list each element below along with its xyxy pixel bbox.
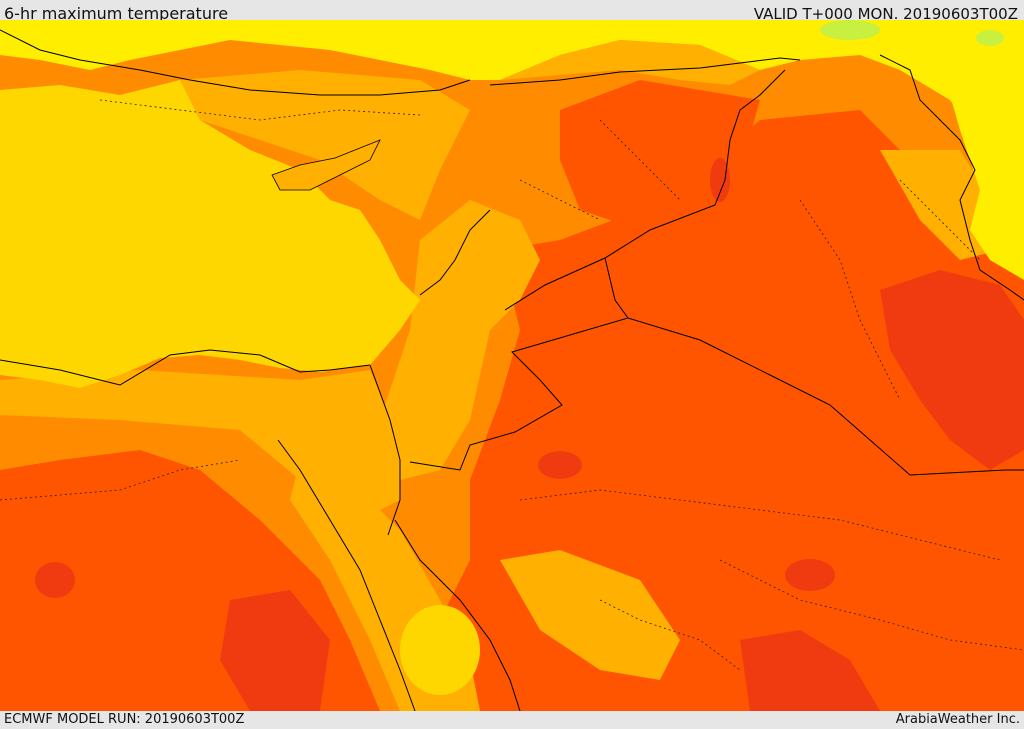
amber-belt-egypt [0, 370, 400, 520]
map-title: 6-hr maximum temperature [4, 4, 229, 23]
red-spot-2 [785, 559, 835, 591]
amber-spot-sinai [400, 605, 480, 695]
iran-yellow [940, 60, 1024, 280]
amber-iraq-north [880, 150, 1000, 260]
temperature-map[interactable] [0, 20, 1024, 711]
red-patch-africa [220, 590, 330, 711]
red-spot-3 [710, 158, 730, 202]
cyprus-island [271, 139, 381, 191]
model-run: ECMWF MODEL RUN: 20190603T00Z [4, 712, 245, 727]
mediterranean-sea [0, 80, 420, 388]
credit-text: ArabiaWeather Inc. [895, 712, 1020, 727]
map-canvas [0, 20, 1024, 711]
green-patch-2 [976, 30, 1004, 46]
red-spot-1 [538, 451, 582, 479]
north-amber-strip [500, 40, 760, 85]
syria-heat [560, 80, 760, 230]
map-footer: ECMWF MODEL RUN: 20190603T00Z ArabiaWeat… [0, 711, 1024, 729]
province-lines [0, 99, 1024, 671]
north-yellow-band [0, 20, 1024, 140]
valid-time: VALID T+000 MON. 20190603T00Z [753, 5, 1018, 23]
country-borders [0, 29, 1024, 711]
map-header: 6-hr maximum temperature VALID T+000 MON… [0, 0, 1024, 23]
red-patch-arabia [740, 630, 880, 711]
amber-belt-levant [380, 200, 540, 480]
green-patch [820, 20, 880, 40]
amber-turkey [180, 70, 470, 220]
red-spot-4 [35, 562, 75, 598]
amber-arabia-south [500, 550, 680, 680]
red-patch-iraq [880, 270, 1024, 470]
